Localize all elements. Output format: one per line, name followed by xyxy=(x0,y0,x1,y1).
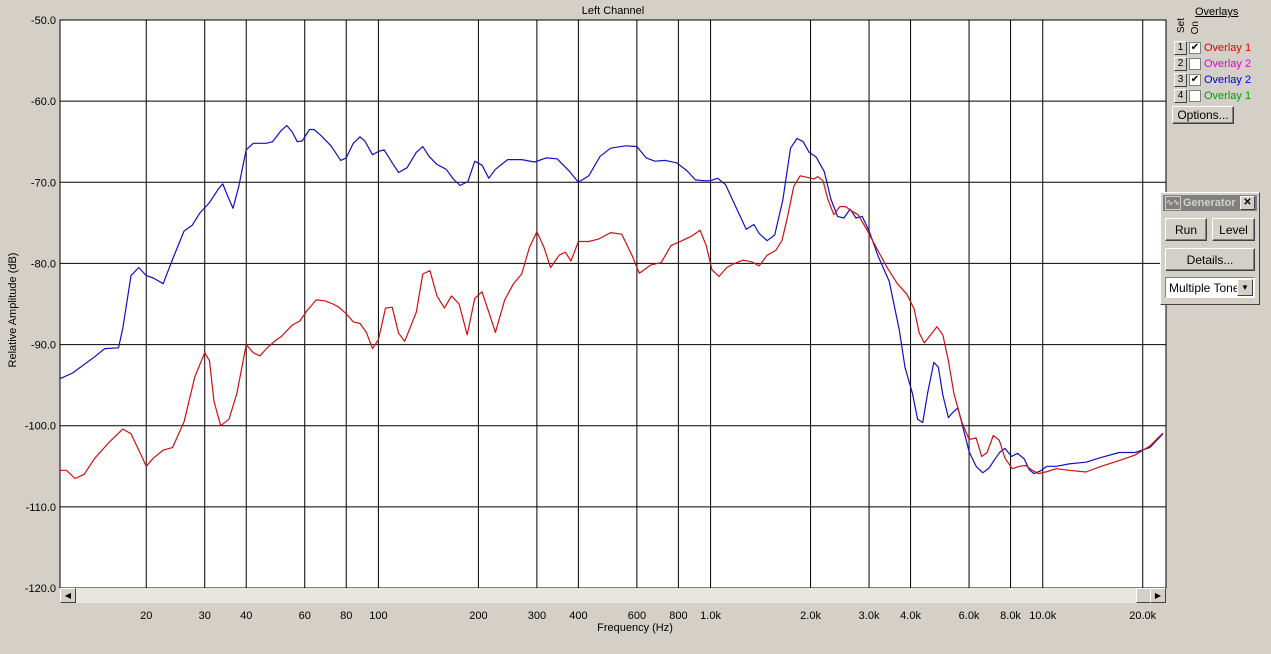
grid-lines xyxy=(60,19,1166,589)
x-tick-label: 400 xyxy=(569,610,587,622)
x-tick-label: 600 xyxy=(628,610,646,622)
x-tick-label: 4.0k xyxy=(900,610,921,622)
y-tick-label: -50.0 xyxy=(31,15,56,27)
overlay-label: Overlay 2 xyxy=(1204,57,1252,70)
y-axis-label: Relative Amplitude (dB) xyxy=(7,253,19,368)
overlay-set-button[interactable]: 1 xyxy=(1174,40,1187,55)
horizontal-scrollbar[interactable]: ◀ ▶ xyxy=(60,588,1166,603)
overlay-checkbox[interactable] xyxy=(1189,57,1201,70)
overlay-row: 4 Overlay 1 xyxy=(1174,88,1251,103)
generator-title: Generator xyxy=(1183,197,1236,209)
overlay-row: 1 ✔ Overlay 1 xyxy=(1174,40,1251,55)
overlay-label: Overlay 1 xyxy=(1204,41,1252,54)
overlay-set-button[interactable]: 2 xyxy=(1174,56,1187,71)
waveform-icon: ∿∿ xyxy=(1165,196,1181,210)
level-button[interactable]: Level xyxy=(1212,218,1255,241)
x-tick-label: 3.0k xyxy=(859,610,880,622)
plot-area xyxy=(59,19,1167,589)
y-tick-label: -120.0 xyxy=(25,583,56,595)
overlay-row: 3 ✔ Overlay 2 xyxy=(1174,72,1251,87)
mode-select[interactable]: Multiple Tones ▼ xyxy=(1165,277,1255,298)
generator-panel: ∿∿ Generator ✕ Run Level Details... Mult… xyxy=(1160,192,1260,305)
overlay-set-button[interactable]: 4 xyxy=(1174,88,1187,103)
on-column-header: On xyxy=(1190,21,1201,35)
x-tick-label: 100 xyxy=(369,610,387,622)
x-tick-label: 300 xyxy=(528,610,546,622)
chevron-down-icon[interactable]: ▼ xyxy=(1237,279,1253,296)
series-line-2 xyxy=(60,175,1164,480)
overlays-panel: Overlays Set On 1 ✔ Overlay 1 2 Overlay 2 3 ✔ O… xyxy=(1170,4,1270,134)
frequency-response-chart: -50.0 -60.0 -70.0 -80.0 -90.0 -100.0 -110.0 -12… xyxy=(7,5,1167,634)
x-tick-label: 80 xyxy=(340,610,352,622)
x-tick-label: 200 xyxy=(469,610,487,622)
x-axis-label: Frequency (Hz) xyxy=(597,622,673,634)
x-tick-label: 20 xyxy=(140,610,152,622)
close-icon[interactable]: ✕ xyxy=(1240,196,1255,210)
x-tick-label: 2.0k xyxy=(800,610,821,622)
overlay-row: 2 Overlay 2 xyxy=(1174,56,1251,71)
generator-titlebar[interactable]: ∿∿ Generator ✕ xyxy=(1163,195,1257,211)
y-tick-label: -100.0 xyxy=(25,421,56,433)
overlays-title[interactable]: Overlays xyxy=(1195,6,1239,18)
overlay-checkbox[interactable] xyxy=(1189,89,1201,102)
x-tick-label: 8.0k xyxy=(1000,610,1021,622)
chart-title: Left Channel xyxy=(582,5,644,17)
y-tick-label: -80.0 xyxy=(31,258,56,270)
y-tick-label: -90.0 xyxy=(31,340,56,352)
y-tick-label: -70.0 xyxy=(31,177,56,189)
y-tick-label: -60.0 xyxy=(31,96,56,108)
overlay-label: Overlay 1 xyxy=(1204,89,1252,102)
x-tick-label: 6.0k xyxy=(959,610,980,622)
details-button[interactable]: Details... xyxy=(1165,248,1255,271)
set-column-header: Set xyxy=(1176,18,1187,34)
scroll-right-icon[interactable]: ▶ xyxy=(1150,588,1166,603)
x-tick-label: 10.0k xyxy=(1029,610,1056,622)
x-tick-label: 40 xyxy=(240,610,252,622)
x-tick-labels: 20 30 40 60 80 100 200 300 400 600 800 1.0k 2.0k 3.0k… xyxy=(140,610,1157,622)
scroll-left-icon[interactable]: ◀ xyxy=(60,588,76,603)
overlay-set-button[interactable]: 3 xyxy=(1174,72,1187,87)
x-tick-label: 30 xyxy=(199,610,211,622)
series-group xyxy=(60,124,1164,480)
x-tick-label: 800 xyxy=(669,610,687,622)
run-button[interactable]: Run xyxy=(1165,218,1207,241)
options-button[interactable]: Options... xyxy=(1172,106,1234,124)
y-tick-labels: -50.0 -60.0 -70.0 -80.0 -90.0 -100.0 -110.0 -12… xyxy=(25,15,56,595)
x-tick-label: 60 xyxy=(299,610,311,622)
x-tick-label: 1.0k xyxy=(700,610,721,622)
overlay-checkbox[interactable]: ✔ xyxy=(1189,41,1201,54)
x-tick-label: 20.0k xyxy=(1129,610,1156,622)
overlay-label: Overlay 2 xyxy=(1204,73,1252,86)
mode-select-value: Multiple Tones xyxy=(1169,280,1241,295)
y-tick-label: -110.0 xyxy=(26,502,56,514)
overlay-checkbox[interactable]: ✔ xyxy=(1189,73,1201,86)
